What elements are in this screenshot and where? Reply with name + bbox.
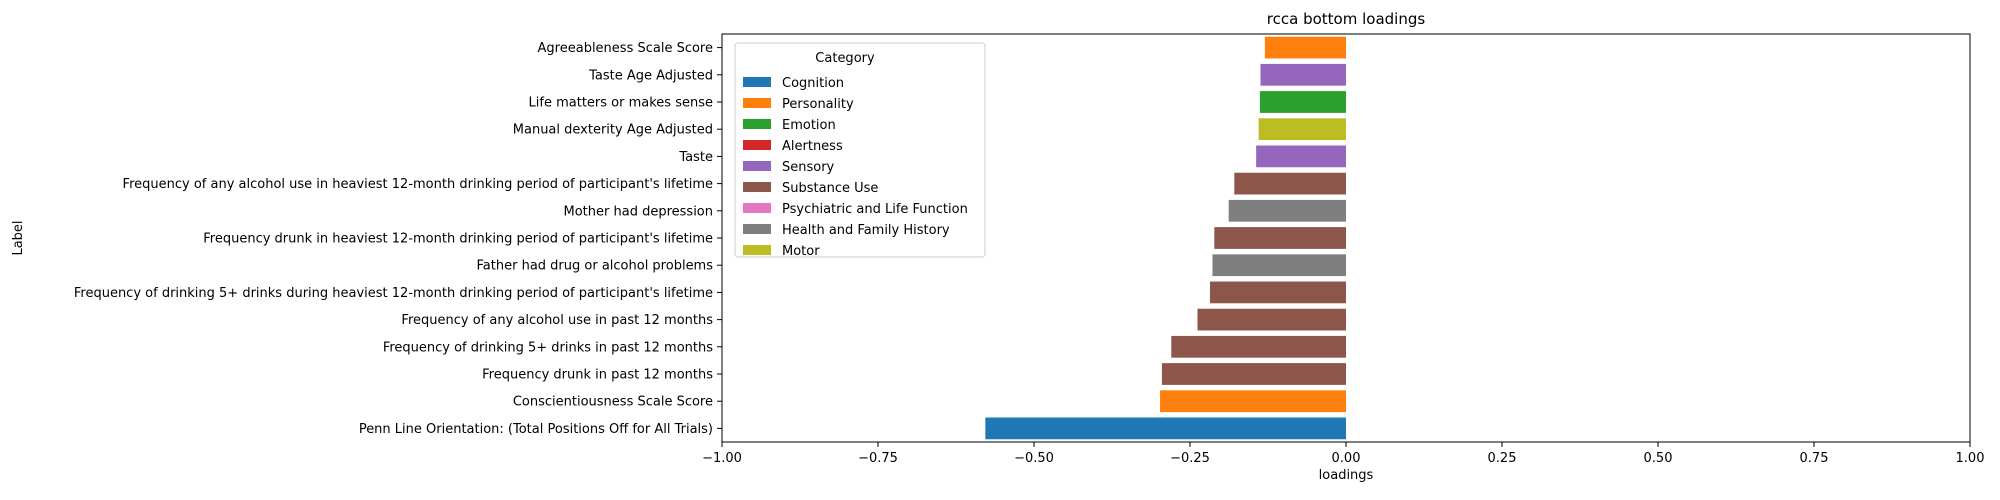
legend-box (734, 42, 986, 258)
x-axis-label: loadings (1319, 468, 1374, 483)
y-tick-label: Conscientiousness Scale Score (513, 395, 713, 410)
bar (1209, 281, 1346, 304)
x-tick-label: 0.00 (1332, 451, 1361, 466)
bar (985, 417, 1346, 440)
legend-entry-label: Cognition (782, 76, 844, 91)
x-tick-label: −0.50 (1014, 451, 1054, 466)
bar (1264, 36, 1346, 59)
plot-frame (721, 33, 1971, 443)
x-tick-label: −0.25 (1170, 451, 1210, 466)
legend-swatch (743, 224, 771, 234)
legend-entry-label: Motor (782, 244, 820, 259)
y-tick-label: Manual dexterity Age Adjusted (513, 123, 713, 138)
y-tick-label: Penn Line Orientation: (Total Positions … (359, 422, 713, 437)
legend-swatch (743, 182, 771, 192)
legend-swatch (743, 119, 771, 129)
bar (1234, 172, 1346, 195)
legend-entry-label: Sensory (782, 160, 835, 175)
bar (1256, 145, 1346, 168)
bar (1161, 363, 1346, 385)
bar (1160, 390, 1346, 413)
x-tick-label: −1.00 (702, 451, 742, 466)
y-tick-label: Agreeableness Scale Score (538, 41, 713, 56)
bar (1258, 118, 1346, 141)
legend: Category Cognition Personality Emotion Aler… (734, 42, 986, 259)
x-tick-label: 1.00 (1956, 451, 1985, 466)
y-tick-label: Frequency of drinking 5+ drinks in past … (383, 340, 713, 355)
bars-layer (985, 36, 1346, 440)
y-tick-label: Frequency drunk in heaviest 12-month dri… (203, 232, 713, 247)
x-tick-label: −0.75 (858, 451, 898, 466)
y-axis-label: Label (11, 220, 26, 255)
x-tick-labels: −1.00 −0.75 −0.50 −0.25 0.00 0.25 0.50 0.75 1.00 (702, 442, 1984, 466)
bar (1228, 199, 1346, 222)
legend-swatch (743, 77, 771, 87)
y-tick-label: Taste Age Adjusted (588, 68, 713, 83)
y-tick-label: Frequency of drinking 5+ drinks during h… (74, 286, 713, 301)
bar (1197, 308, 1346, 331)
legend-swatch (743, 203, 771, 213)
y-tick-label: Life matters or makes sense (529, 96, 713, 111)
y-tick-label: Taste (678, 150, 713, 165)
y-tick-label: Father had drug or alcohol problems (477, 259, 714, 274)
bar (1171, 335, 1346, 358)
legend-entries: Cognition Personality Emotion Alertness Sens… (743, 76, 968, 259)
y-tick-label: Frequency of any alcohol use in past 12 … (401, 313, 713, 328)
legend-entry-label: Substance Use (782, 181, 878, 196)
bar (1212, 254, 1346, 277)
legend-entry-label: Health and Family History (782, 223, 950, 238)
y-tick-label: Frequency of any alcohol use in heaviest… (123, 177, 713, 192)
y-tick-label: Mother had depression (564, 204, 713, 219)
legend-entry-label: Psychiatric and Life Function (782, 202, 968, 217)
x-tick-label: 0.25 (1488, 451, 1517, 466)
legend-swatch (743, 161, 771, 171)
legend-title: Category (815, 51, 875, 66)
x-tick-label: 0.50 (1644, 451, 1673, 466)
legend-entry-label: Emotion (782, 118, 836, 133)
legend-swatch (743, 245, 771, 255)
y-tick-labels: Agreeableness Scale Score Taste Age Adjus… (74, 41, 722, 437)
bar (1214, 227, 1346, 249)
legend-swatch (743, 140, 771, 150)
y-tick-label: Frequency drunk in past 12 months (482, 368, 713, 383)
x-tick-label: 0.75 (1800, 451, 1829, 466)
legend-swatch (743, 98, 771, 108)
chart-title: rcca bottom loadings (1267, 10, 1426, 28)
legend-entry-label: Alertness (782, 139, 843, 154)
bar (1259, 91, 1346, 113)
bar (1260, 63, 1346, 86)
legend-entry-label: Personality (782, 97, 854, 112)
